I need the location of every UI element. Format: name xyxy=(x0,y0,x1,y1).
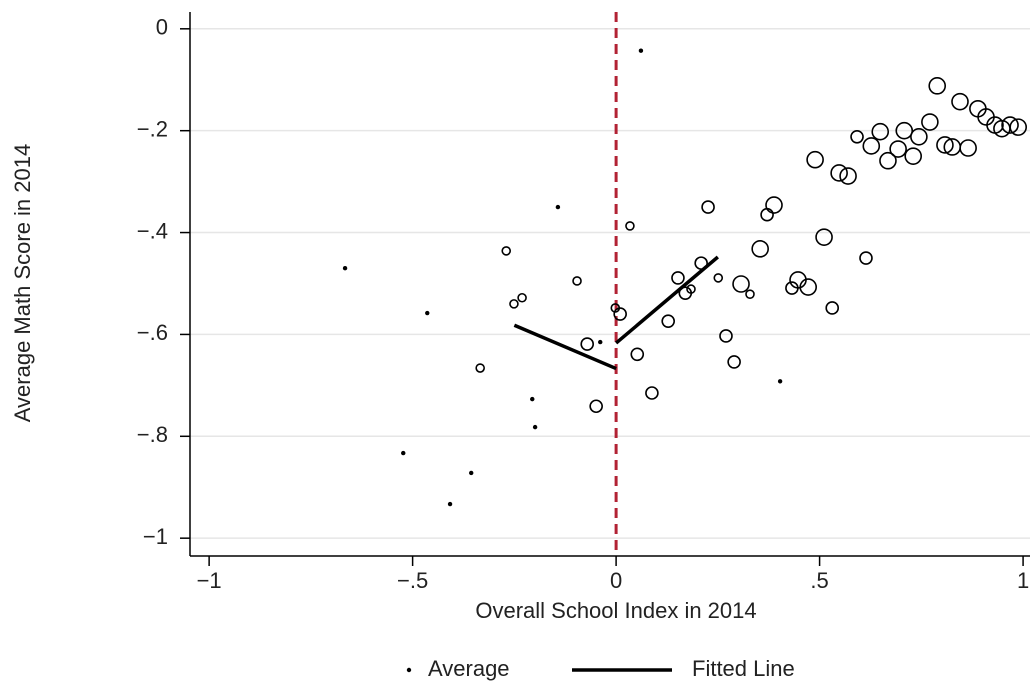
point xyxy=(661,314,675,328)
point xyxy=(342,266,348,271)
point xyxy=(509,299,519,309)
point xyxy=(879,151,897,170)
point xyxy=(555,204,561,210)
x-tick-label: −1 xyxy=(197,568,222,593)
point xyxy=(732,275,750,293)
point xyxy=(701,200,715,214)
point xyxy=(530,396,535,402)
point xyxy=(862,137,881,155)
legend-label: Average xyxy=(428,656,510,681)
point xyxy=(501,246,512,256)
point xyxy=(1009,118,1027,136)
point xyxy=(806,150,824,169)
x-tick-label: −.5 xyxy=(397,568,428,593)
point xyxy=(760,207,774,222)
point xyxy=(671,271,685,285)
y-tick-label: −.8 xyxy=(137,422,168,447)
point xyxy=(589,399,603,414)
x-tick-label: .5 xyxy=(810,568,828,593)
point xyxy=(895,121,914,140)
point xyxy=(850,129,864,144)
x-axis-title: Overall School Index in 2014 xyxy=(475,598,756,623)
point xyxy=(727,355,741,369)
fitted-line xyxy=(513,255,719,371)
point xyxy=(401,450,406,456)
x-tick-label: 0 xyxy=(610,568,622,593)
point xyxy=(859,251,873,265)
point xyxy=(871,122,890,141)
point xyxy=(825,301,840,315)
point xyxy=(936,136,954,154)
y-tick-label: −.2 xyxy=(137,116,168,141)
point xyxy=(745,289,755,299)
point xyxy=(839,167,857,185)
point xyxy=(532,424,538,430)
y-tick-label: 0 xyxy=(156,15,168,40)
point xyxy=(638,48,644,53)
y-tick-label: −1 xyxy=(143,524,168,549)
point xyxy=(447,501,453,507)
point xyxy=(928,77,947,95)
point xyxy=(1001,116,1019,134)
legend-label: Fitted Line xyxy=(692,656,795,681)
point xyxy=(765,196,783,214)
point xyxy=(751,240,769,258)
x-tick-label: 1 xyxy=(1017,568,1029,593)
point xyxy=(580,337,595,351)
point xyxy=(889,140,907,158)
point xyxy=(645,386,659,400)
point xyxy=(959,139,977,157)
point xyxy=(625,221,635,231)
point xyxy=(830,164,848,182)
point xyxy=(910,127,928,146)
legend-marker xyxy=(406,667,412,673)
point xyxy=(904,147,922,165)
point xyxy=(469,470,474,476)
y-tick-label: −.6 xyxy=(137,320,168,345)
point xyxy=(777,379,783,384)
point xyxy=(630,347,645,362)
point xyxy=(719,329,733,343)
point xyxy=(921,113,939,131)
point xyxy=(713,273,724,283)
point xyxy=(572,276,582,286)
point xyxy=(799,278,817,296)
y-axis-title: Average Math Score in 2014 xyxy=(10,144,35,422)
point xyxy=(613,307,627,321)
point xyxy=(815,228,833,246)
point xyxy=(598,339,603,345)
point xyxy=(517,292,527,303)
y-tick-label: −.4 xyxy=(137,218,168,243)
point xyxy=(678,286,693,300)
point xyxy=(951,92,969,111)
point xyxy=(425,310,430,316)
point xyxy=(475,363,485,373)
